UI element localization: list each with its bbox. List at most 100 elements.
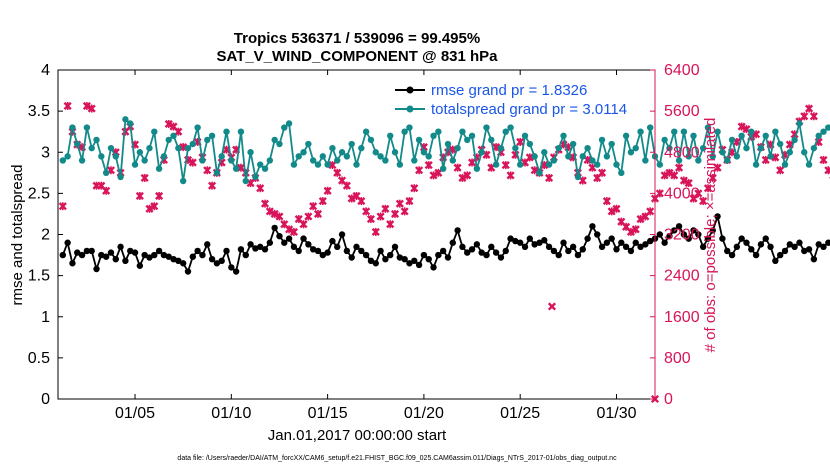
chart-subtitle: SAT_V_WIND_COMPONENT @ 831 hPa — [216, 48, 498, 65]
y-left-tick-label: 0 — [41, 391, 50, 408]
totalspread-point — [208, 132, 216, 139]
obs-assimilated-marker — [703, 184, 713, 193]
totalspread-point — [810, 144, 818, 152]
rmse-point — [208, 255, 216, 263]
legend-spread-marker — [406, 105, 414, 113]
rmse-point — [646, 237, 654, 245]
totalspread-point — [247, 149, 254, 156]
obs-assimilated-marker — [670, 171, 679, 180]
rmse-point — [815, 241, 822, 248]
rmse-point — [266, 239, 274, 246]
totalspread-point — [690, 132, 697, 139]
totalspread-point — [743, 144, 750, 152]
rmse-point — [642, 241, 649, 248]
rmse-point — [127, 247, 134, 255]
totalspread-point — [435, 128, 442, 135]
rmse-point — [801, 247, 808, 255]
obs-assimilated-marker — [347, 194, 356, 203]
totalspread-point — [353, 161, 360, 168]
obs-assimilated-marker — [602, 197, 611, 206]
rmse-point — [748, 246, 755, 253]
obs-assimilated-marker — [357, 197, 366, 206]
totalspread-point — [603, 153, 611, 160]
obs-assimilated-marker — [381, 204, 390, 213]
obs-assimilated-marker — [684, 179, 693, 188]
totalspread-point — [334, 157, 341, 164]
totalspread-point — [675, 157, 683, 164]
rmse-point — [656, 231, 664, 238]
totalspread-point — [709, 153, 716, 160]
legend: rmse grand pr = 1.8326 totalspread grand… — [395, 82, 627, 118]
rmse-point — [314, 247, 322, 255]
legend-rmse-marker — [406, 86, 414, 94]
totalspread-point — [497, 144, 505, 152]
obs-assimilated-marker — [256, 184, 265, 193]
y-right-tick-label: 3200 — [664, 227, 700, 244]
rmse-point — [334, 243, 341, 251]
rmse-point — [247, 241, 254, 248]
chart-title: Tropics 536371 / 539096 = 99.495% — [234, 30, 480, 47]
obs-assimilated-marker — [188, 158, 197, 167]
obs-assimilated-marker — [626, 227, 635, 236]
totalspread-point — [704, 124, 712, 131]
rmse-point — [401, 255, 408, 263]
rmse-point — [497, 254, 505, 261]
rmse-point — [151, 251, 158, 259]
totalspread-point — [594, 161, 601, 168]
totalspread-point — [680, 128, 688, 135]
totalspread-point — [425, 153, 432, 160]
y-right-tick-label: 4800 — [664, 144, 700, 161]
axes-layer: 01/05 01/10 01/15 01/20 01/25 01/30 0 0.5 1 1.5 2 2… — [28, 62, 700, 422]
rmse-point — [425, 255, 432, 263]
totalspread-point — [338, 149, 346, 156]
totalspread-point — [536, 169, 543, 177]
totalspread-point — [165, 136, 172, 144]
totalspread-point — [290, 161, 298, 168]
obs-assimilated-marker — [309, 202, 318, 211]
totalspread-point — [252, 173, 259, 181]
totalspread-point — [184, 144, 192, 152]
rmse-point — [786, 241, 794, 248]
totalspread-point — [391, 149, 399, 156]
obs-assimilated-marker — [376, 212, 385, 221]
rmse-point — [719, 235, 726, 242]
rmse-point — [781, 247, 789, 255]
rmse-point — [762, 235, 769, 242]
rmse-point — [613, 246, 620, 253]
y-left-tick-label: 4 — [41, 62, 50, 79]
rmse-point — [454, 227, 461, 234]
obs-assimilated-marker — [410, 184, 419, 193]
rmse-point — [319, 251, 326, 259]
totalspread-point — [820, 128, 827, 135]
totalspread-point — [796, 120, 803, 127]
x-tick-label: 01/05 — [115, 405, 155, 422]
totalspread-point — [305, 140, 312, 148]
totalspread-point — [98, 153, 105, 160]
totalspread-point — [141, 157, 148, 164]
rmse-point — [184, 268, 192, 275]
rmse-point — [622, 243, 630, 251]
totalspread-point — [637, 128, 644, 135]
rmse-point — [276, 232, 283, 240]
totalspread-point — [232, 165, 240, 172]
totalspread-point — [88, 144, 95, 152]
totalspread-point — [642, 157, 649, 164]
rmse-point — [579, 246, 586, 253]
rmse-point — [536, 239, 543, 246]
totalspread-point — [179, 177, 187, 185]
totalspread-point — [805, 161, 813, 168]
totalspread-point — [555, 144, 562, 152]
obs-assimilated-marker — [289, 227, 298, 236]
rmse-point — [295, 247, 302, 255]
rmse-point — [329, 237, 336, 245]
rmse-point — [675, 223, 683, 230]
rmse-point — [714, 213, 721, 220]
totalspread-point — [786, 149, 794, 156]
rmse-point — [728, 251, 736, 259]
rmse-point — [526, 235, 534, 242]
rmse-point — [338, 231, 346, 238]
rmse-point — [589, 223, 596, 230]
rmse-point — [107, 249, 115, 256]
rmse-point — [603, 239, 611, 246]
totalspread-point — [285, 120, 293, 127]
